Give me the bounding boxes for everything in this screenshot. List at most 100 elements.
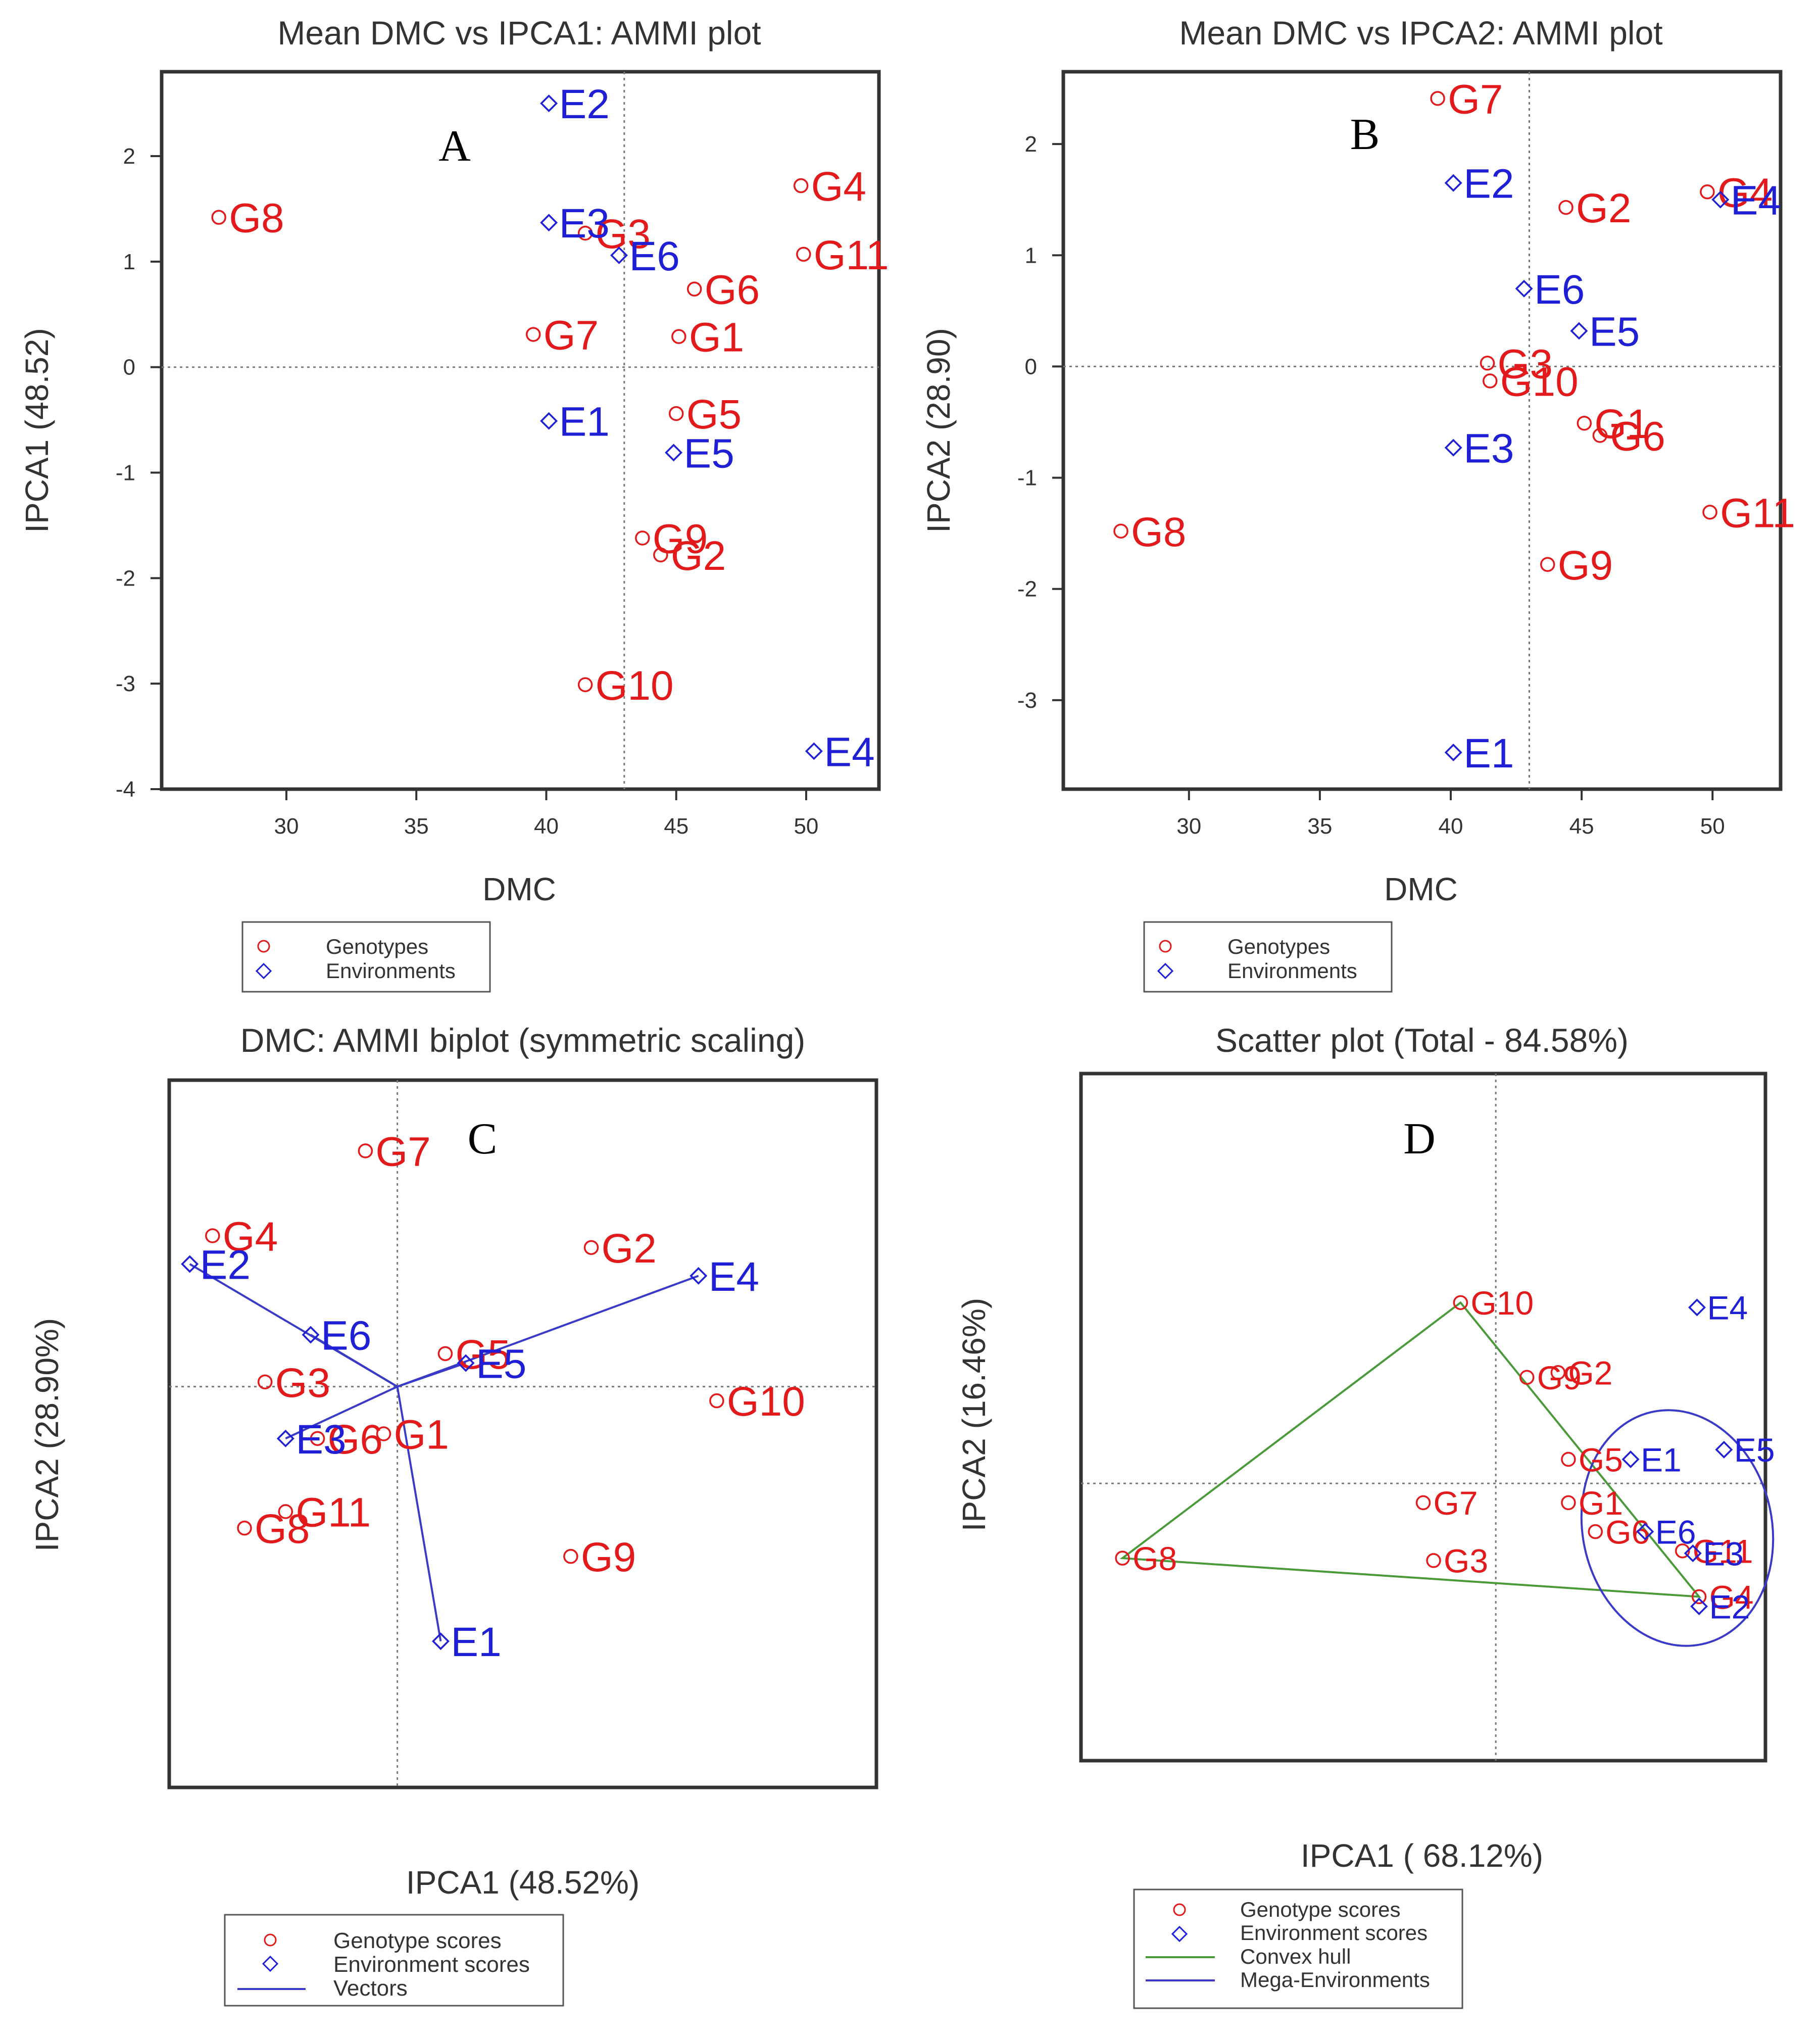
genotype-label-g4: G4 <box>1709 1578 1754 1616</box>
legend-mega-environments: Mega-Environments <box>1240 1968 1430 1992</box>
genotype-point-g8 <box>1115 1550 1130 1566</box>
panel-d-frame <box>1079 1072 1767 1763</box>
genotype-label-g9: G9 <box>581 1534 636 1580</box>
environment-label-e4: E4 <box>824 729 874 775</box>
genotype-point-g2 <box>1550 1365 1566 1380</box>
panel-a-xlabel: DMC <box>482 871 556 907</box>
panel-c-title: DMC: AMMI biplot (symmetric scaling) <box>240 1022 806 1059</box>
environment-label-e2: E2 <box>559 81 610 127</box>
panel-d: Scatter plot (Total - 84.58%) D G10G2G9G… <box>956 1022 1775 2009</box>
genotype-label-g6: G6 <box>328 1417 383 1463</box>
genotype-label-g10: G10 <box>1500 359 1579 405</box>
panel-a-xtick-label: 30 <box>274 814 299 839</box>
environment-point-e5 <box>1715 1440 1733 1459</box>
environment-label-e2: E2 <box>1463 161 1514 207</box>
genotype-point-g9 <box>635 530 650 546</box>
environment-point-e2 <box>1690 1597 1708 1616</box>
vector-e3 <box>285 1385 398 1440</box>
environment-point-e4 <box>1688 1298 1706 1317</box>
genotype-label-g4: G4 <box>811 164 866 210</box>
panel-a-xtick-label: 35 <box>404 814 429 839</box>
panel-c: DMC: AMMI biplot (symmetric scaling) C G… <box>29 1022 878 2007</box>
genotype-point-g7 <box>1430 91 1445 106</box>
panel-a-ytick-label: 0 <box>123 355 135 380</box>
panel-a-letter: A <box>438 122 471 171</box>
panel-a-ytick-label: -2 <box>116 566 135 591</box>
panel-d-title: Scatter plot (Total - 84.58%) <box>1215 1022 1629 1059</box>
environment-label-e4: E4 <box>1731 178 1781 224</box>
panel-d-ylabel: IPCA2 (16.46%) <box>956 1298 992 1531</box>
genotype-label-g4: G4 <box>1717 170 1773 216</box>
environment-label-e2: E2 <box>200 1242 251 1288</box>
panel-a-xtick-label: 45 <box>664 814 688 839</box>
environment-label-e6: E6 <box>629 233 680 279</box>
panel-b-xlabel: DMC <box>1384 871 1458 907</box>
genotype-label-g11: G11 <box>1693 1533 1753 1570</box>
vector-e1 <box>396 1386 442 1642</box>
panel-d-letter: D <box>1403 1114 1436 1164</box>
panel-a-ytick-label: -4 <box>116 777 135 802</box>
genotype-label-g1: G1 <box>1579 1484 1623 1522</box>
panel-a-xtick-label: 50 <box>794 814 818 839</box>
panel-a-axes: 30 35 40 45 50 -4 -3 -2 -1 0 1 2 <box>116 72 879 839</box>
environment-label-e4: E4 <box>1707 1289 1748 1327</box>
panel-a-ytick-label: -1 <box>116 461 135 486</box>
genotype-label-g11: G11 <box>296 1490 371 1536</box>
environment-label-e6: E6 <box>1655 1513 1696 1550</box>
vector-e6 <box>310 1334 398 1388</box>
genotype-point-g9 <box>563 1548 578 1564</box>
legend-genotypes: Genotypes <box>1227 935 1330 958</box>
panel-c-axes <box>169 1080 876 1787</box>
panel-c-letter: C <box>468 1114 498 1164</box>
genotype-point-g11 <box>796 247 811 262</box>
legend-environment-marker <box>255 962 272 980</box>
legend-vectors: Vectors <box>333 1976 408 2001</box>
panel-b-legend: Genotypes Environments <box>1143 921 1393 993</box>
panel-d-axes <box>1081 1074 1775 1761</box>
environment-point-e2 <box>1444 174 1462 192</box>
environment-label-e1: E1 <box>1463 731 1514 777</box>
genotype-label-g3: G3 <box>1498 341 1553 387</box>
panel-a-legend: Genotypes Environments <box>241 921 491 993</box>
genotype-label-g3: G3 <box>1444 1542 1488 1580</box>
genotype-label-g9: G9 <box>1537 1359 1582 1396</box>
genotype-point-g2 <box>583 1240 599 1255</box>
environment-label-e2: E2 <box>1709 1588 1750 1625</box>
genotype-point-g10 <box>709 1393 724 1409</box>
genotype-label-g8: G8 <box>229 196 284 241</box>
genotype-label-g7: G7 <box>375 1129 430 1175</box>
genotype-point-g1 <box>671 329 686 344</box>
environment-point-e3 <box>1684 1544 1702 1563</box>
panel-b-ytick-label: 1 <box>1025 243 1037 268</box>
genotype-label-g2: G2 <box>671 533 726 579</box>
genotype-point-g2 <box>1558 200 1573 215</box>
genotype-point-g5 <box>668 406 684 421</box>
legend-genotype-scores: Genotype scores <box>333 1928 502 1953</box>
genotype-label-g8: G8 <box>1131 509 1186 555</box>
genotype-point-g7 <box>358 1143 373 1158</box>
genotype-point-g1 <box>376 1426 391 1441</box>
environment-point-e5 <box>1570 322 1588 340</box>
genotype-label-g7: G7 <box>1448 76 1503 122</box>
environment-label-e1: E1 <box>1641 1441 1682 1478</box>
genotype-point-g1 <box>1561 1495 1576 1511</box>
environment-point-e3 <box>540 214 558 232</box>
environment-point-e6 <box>610 246 628 264</box>
vector-e4 <box>397 1275 699 1388</box>
genotype-point-g10 <box>1453 1295 1468 1311</box>
panel-c-legend: Genotype scores Environment scores Vecto… <box>224 1914 564 2007</box>
legend-genotypes: Genotypes <box>326 935 428 958</box>
environment-point-e3 <box>276 1429 294 1447</box>
environment-point-e1 <box>540 412 558 430</box>
environment-label-e3: E3 <box>296 1417 346 1463</box>
panel-b-ytick-label: -3 <box>1017 688 1037 713</box>
genotype-label-g2: G2 <box>1576 185 1631 231</box>
genotype-label-g10: G10 <box>727 1379 805 1425</box>
panel-d-xlabel: IPCA1 ( 68.12%) <box>1301 1837 1543 1874</box>
environment-point-e4 <box>1711 190 1730 209</box>
panel-b-axes: 30 35 40 45 50 -3 -2 -1 0 1 2 <box>1017 72 1781 839</box>
panel-b-xtick-label: 40 <box>1439 814 1463 839</box>
panel-b-ylabel: IPCA2 (28.90) <box>920 328 957 533</box>
